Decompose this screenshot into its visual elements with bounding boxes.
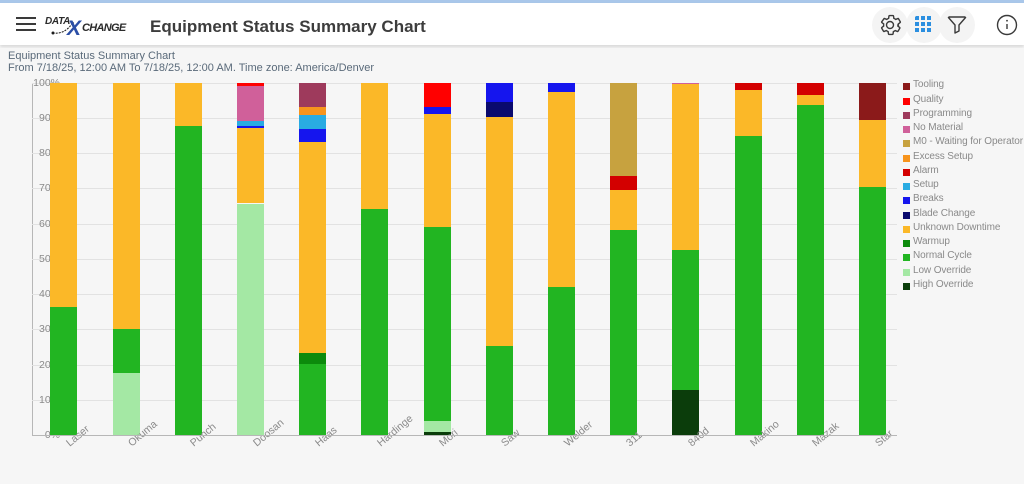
svg-text:CHANGE: CHANGE: [82, 22, 127, 34]
svg-text:X: X: [66, 17, 83, 38]
